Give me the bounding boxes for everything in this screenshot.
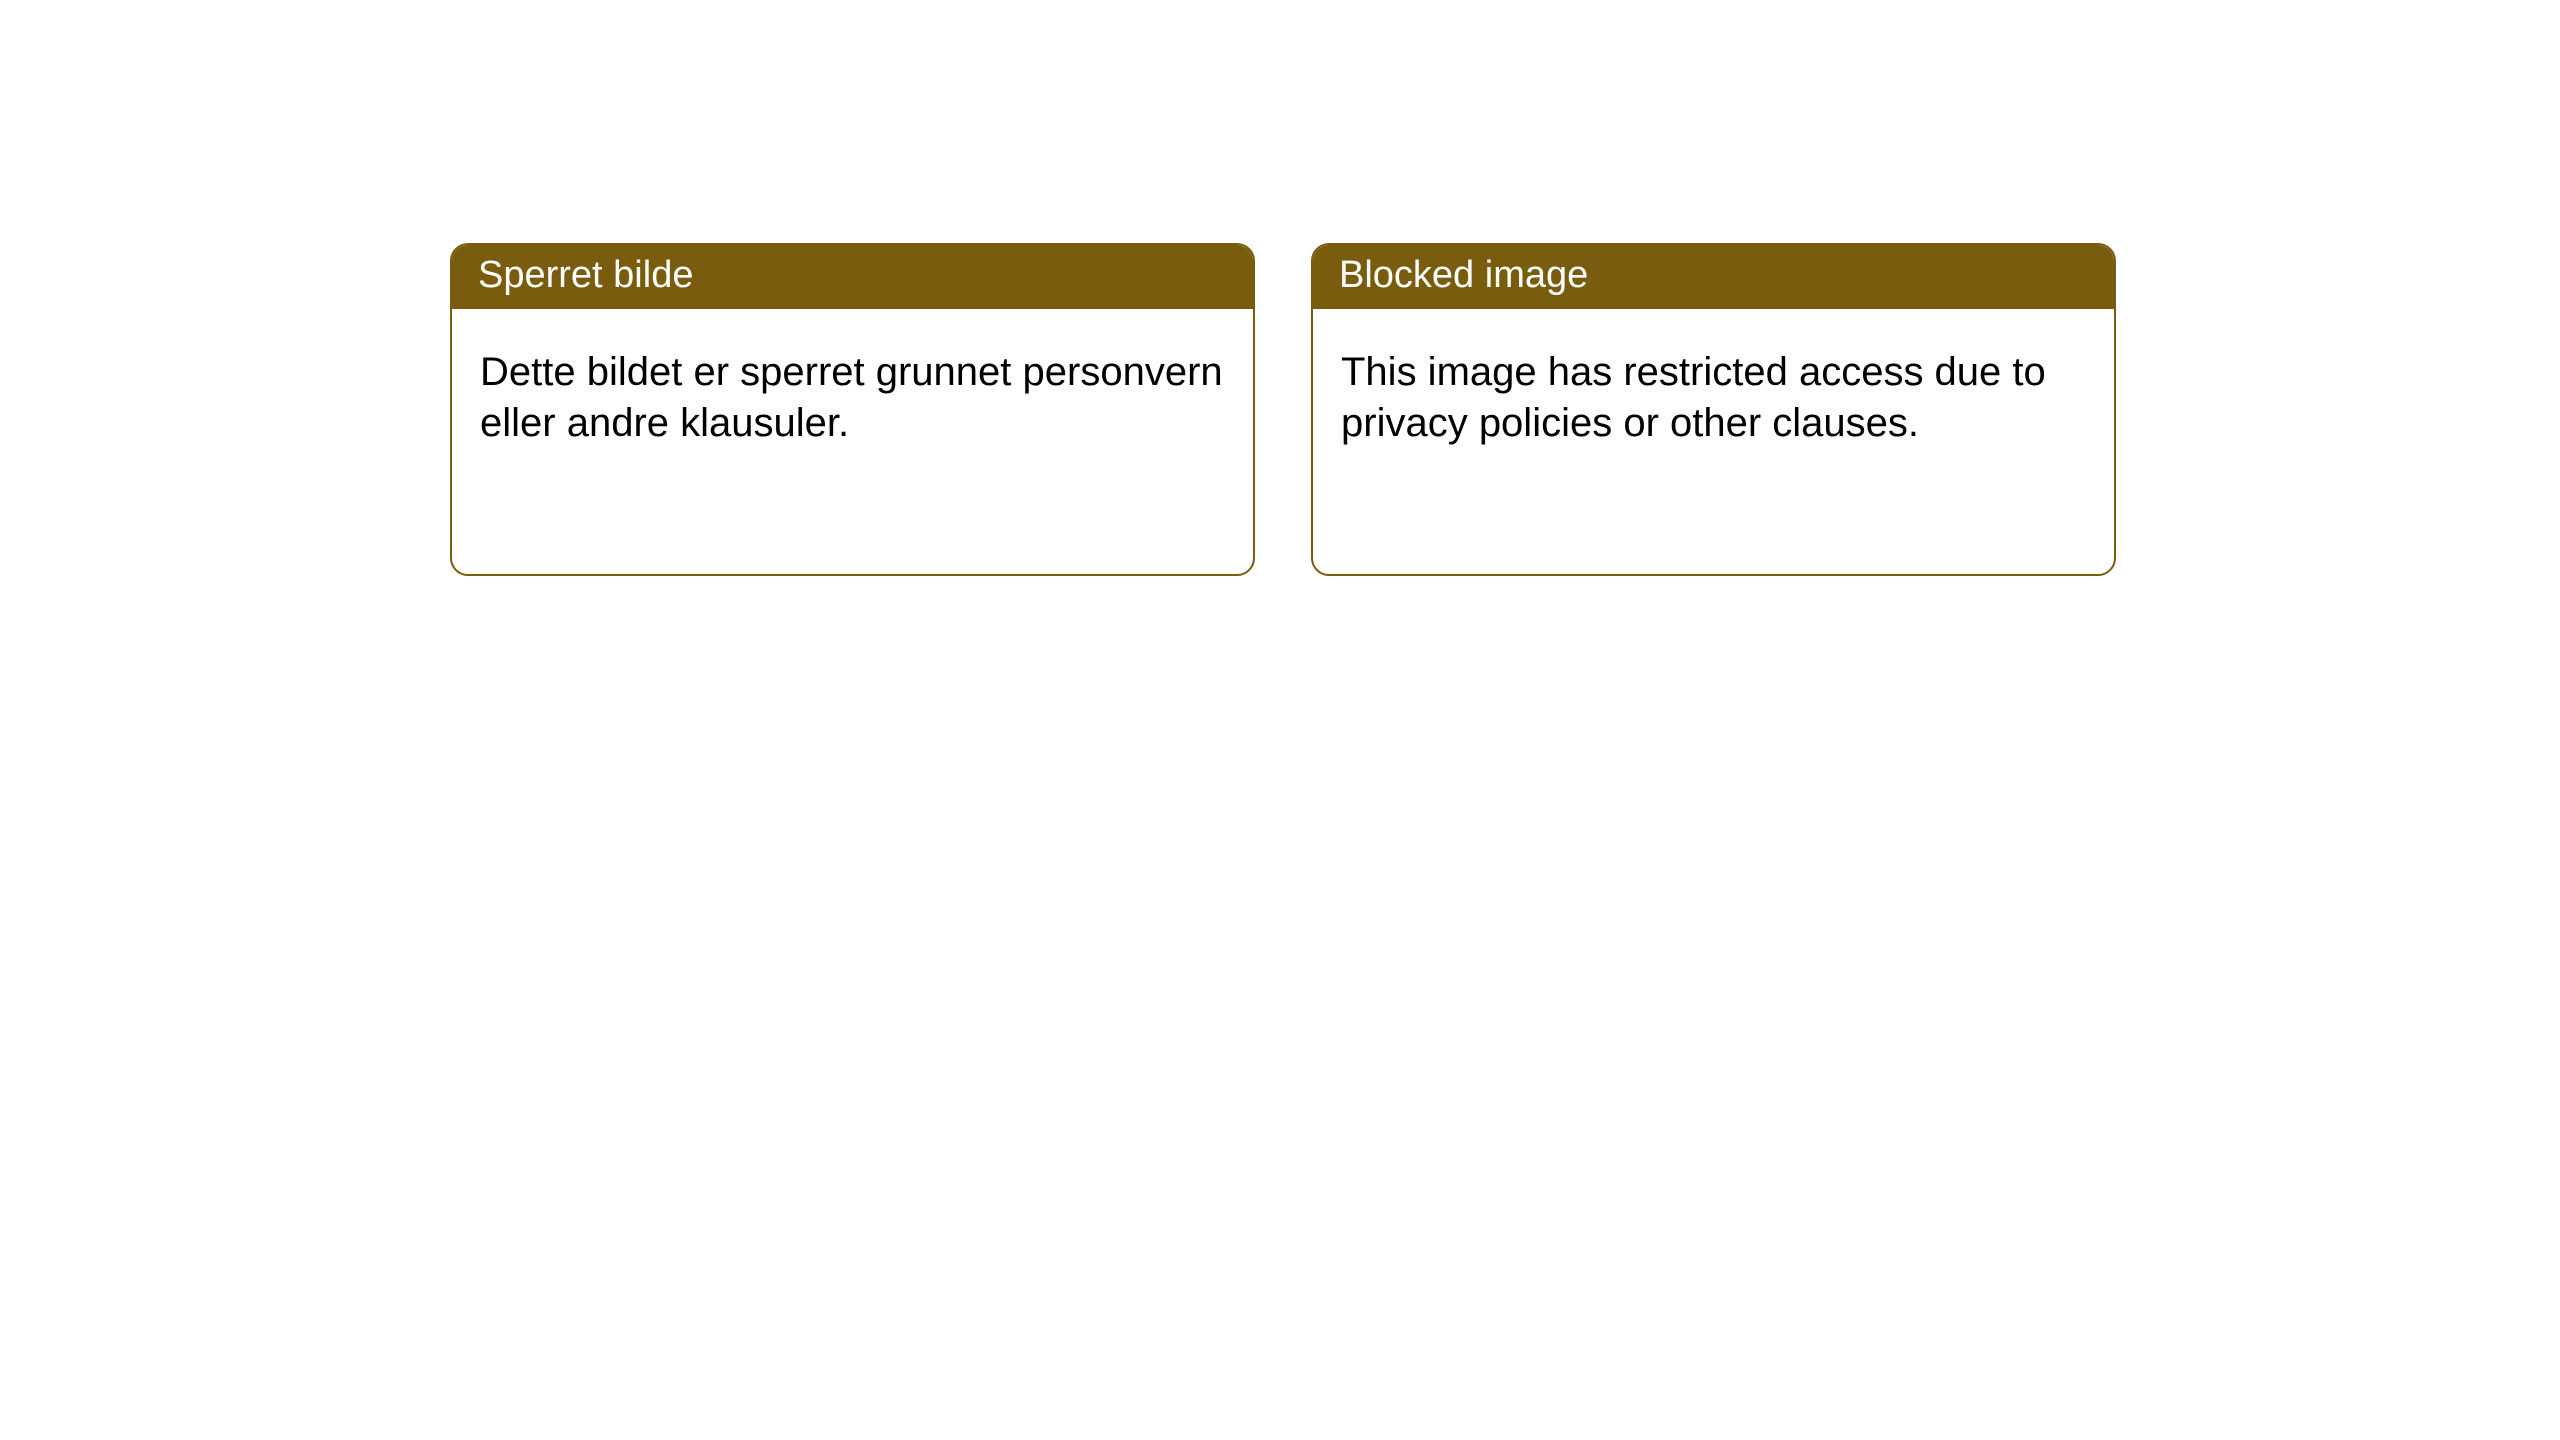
notice-card-en: Blocked image This image has restricted … — [1311, 243, 2116, 576]
notice-title-en: Blocked image — [1313, 245, 2114, 309]
notice-container: Sperret bilde Dette bildet er sperret gr… — [0, 0, 2560, 576]
notice-card-no: Sperret bilde Dette bildet er sperret gr… — [450, 243, 1255, 576]
notice-title-no: Sperret bilde — [452, 245, 1253, 309]
notice-body-no: Dette bildet er sperret grunnet personve… — [452, 309, 1253, 478]
notice-body-en: This image has restricted access due to … — [1313, 309, 2114, 478]
